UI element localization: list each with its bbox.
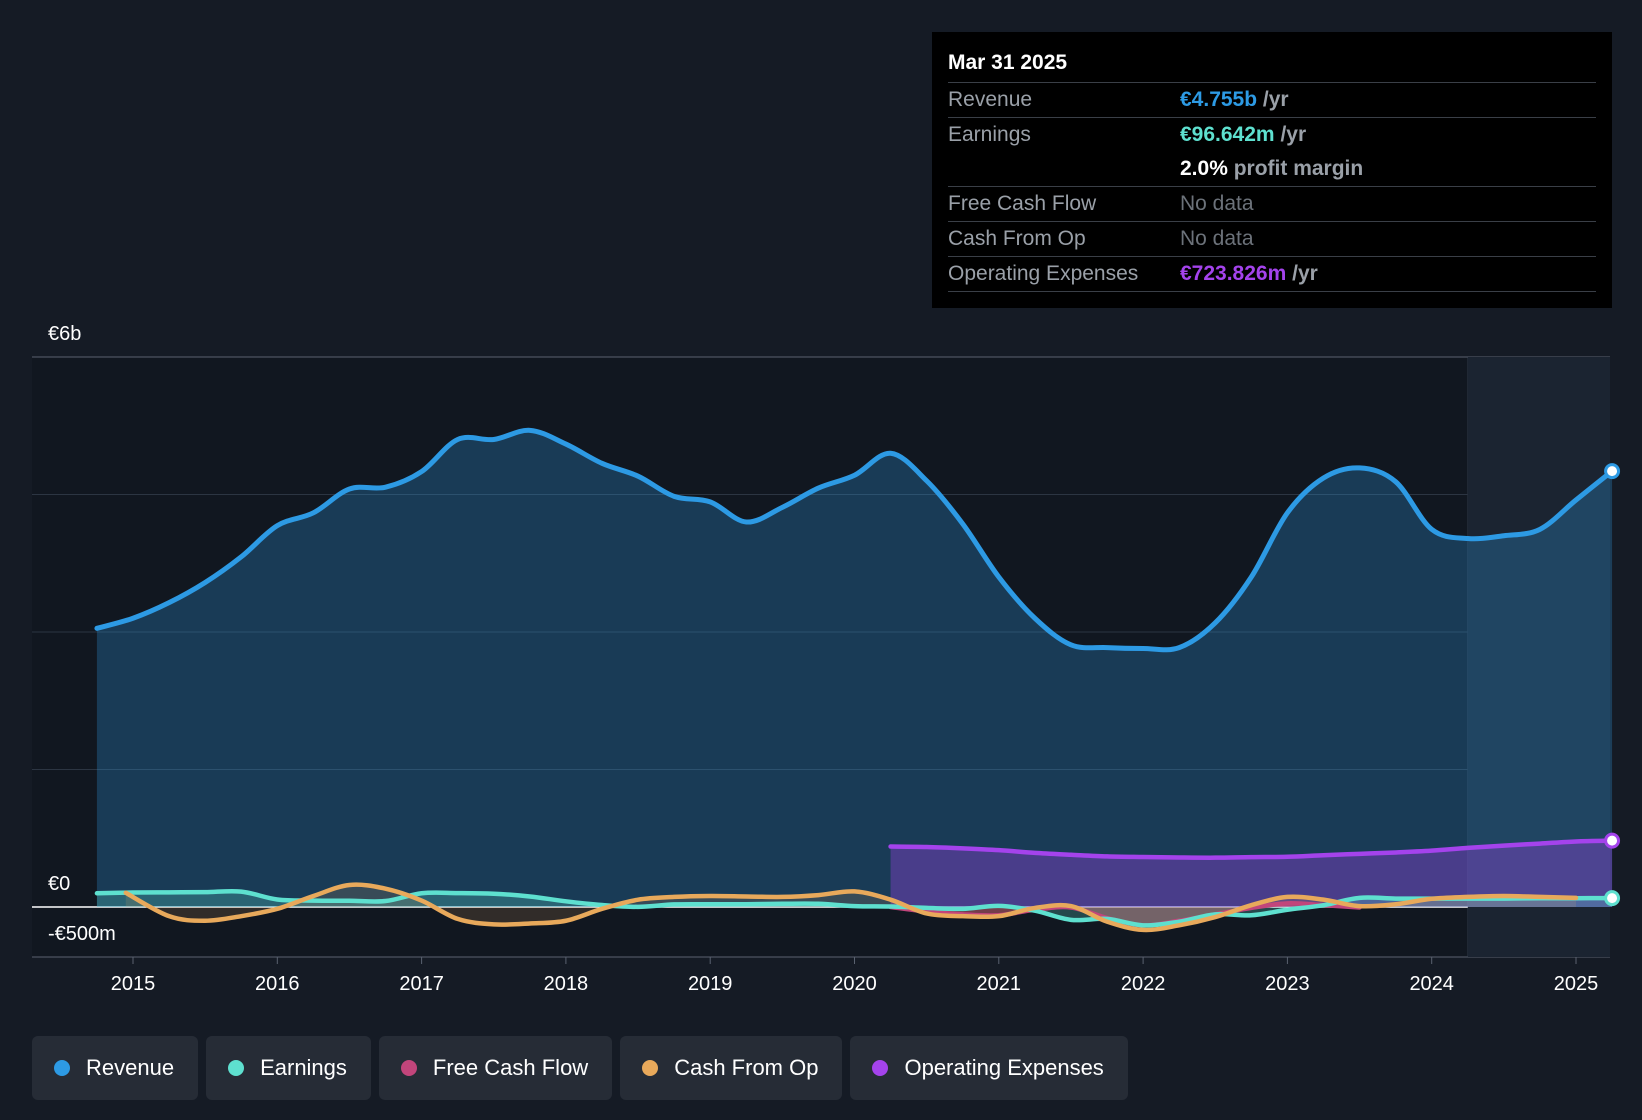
tooltip-label: Operating Expenses [948, 262, 1139, 285]
x-tick-label: 2015 [111, 973, 156, 995]
tooltip-fcf-value: No data [1180, 192, 1254, 215]
series-line-cash-from-op [123, 882, 1579, 933]
legend-item-revenue[interactable]: Revenue [32, 1036, 199, 1100]
legend-dot-icon [228, 1060, 245, 1076]
legend-label: Earnings [260, 1055, 347, 1080]
tooltip-row-margin: 2.0% profit margin [948, 152, 1596, 186]
legend-dot-icon [54, 1060, 70, 1076]
legend-dot-icon [400, 1060, 417, 1076]
tooltip-unit: /yr [1280, 123, 1307, 146]
grid-lines [32, 356, 1610, 958]
x-tick-label: 2023 [1265, 973, 1310, 995]
legend-label: Revenue [86, 1055, 175, 1080]
y-axis-label-bottom: -€500m [48, 923, 116, 945]
legend-item-earnings[interactable]: Earnings [206, 1036, 371, 1100]
endpoint-marker-operating-expenses [1604, 832, 1621, 849]
y-axis-label-top: €6b [48, 323, 81, 345]
series-line-operating-expenses [888, 838, 1615, 860]
tooltip-label: Earnings [948, 123, 1031, 146]
area-revenue [96, 430, 1613, 907]
legend-label: Cash From Op [674, 1055, 819, 1080]
forecast-band [1467, 357, 1610, 957]
endpoint-marker-revenue [1604, 463, 1621, 480]
x-tick-label: 2016 [255, 973, 300, 995]
tooltip-row-cfo: Cash From Op No data [948, 221, 1596, 256]
x-tick-label: 2024 [1409, 973, 1454, 995]
legend-item-free-cash-flow[interactable]: Free Cash Flow [378, 1036, 613, 1100]
legend-item-cash-from-op[interactable]: Cash From Op [620, 1036, 843, 1100]
tooltip-margin-label: profit margin [1233, 157, 1364, 180]
tooltip-unit: /yr [1262, 88, 1289, 111]
tooltip-row-opex: Operating Expenses €723.826m /yr [948, 256, 1596, 292]
legend-item-operating-expenses[interactable]: Operating Expenses [850, 1036, 1128, 1100]
legend-dot-icon [872, 1060, 889, 1076]
tooltip-label: Cash From Op [948, 227, 1086, 250]
x-tick-label: 2020 [832, 973, 877, 995]
tooltip-row-earnings: Earnings €96.642m /yr [948, 117, 1596, 152]
area-operating-expenses [890, 840, 1613, 907]
x-tick-label: 2019 [688, 973, 733, 995]
legend-dot-icon [642, 1060, 659, 1076]
tooltip-date: Mar 31 2025 [948, 51, 1068, 74]
series-line-earnings [94, 888, 1615, 928]
tooltip-earnings-value: €96.642m [1180, 123, 1275, 146]
tooltip-margin-value: 2.0% [1180, 157, 1228, 180]
area-cash-from-op [125, 884, 1576, 930]
y-axis-label-zero: €0 [48, 873, 70, 895]
tooltip-panel: Mar 31 2025 Revenue €4.755b /yr Earnings… [932, 32, 1612, 308]
tooltip-cfo-value: No data [1180, 227, 1254, 250]
endpoint-marker-earnings [1604, 890, 1621, 907]
x-tick-label: 2021 [977, 973, 1022, 995]
area-earnings [96, 891, 1613, 926]
x-tick-label: 2017 [399, 973, 444, 995]
legend-label: Operating Expenses [904, 1055, 1104, 1080]
tooltip-row-revenue: Revenue €4.755b /yr [948, 82, 1596, 117]
tooltip-opex-value: €723.826m [1180, 262, 1287, 285]
x-tick-label: 2022 [1121, 973, 1166, 995]
tooltip-revenue-value: €4.755b [1180, 88, 1258, 111]
tooltip-row-fcf: Free Cash Flow No data [948, 186, 1596, 221]
legend: Revenue Earnings Free Cash Flow Cash Fro… [32, 1036, 1128, 1100]
tooltip-label: Revenue [948, 88, 1033, 111]
x-tick-label: 2018 [544, 973, 589, 995]
x-tick-label: 2025 [1554, 973, 1599, 995]
legend-label: Free Cash Flow [432, 1055, 589, 1080]
tooltip-label: Free Cash Flow [948, 192, 1097, 215]
series-line-revenue [94, 427, 1615, 653]
tooltip-unit: /yr [1292, 262, 1318, 285]
